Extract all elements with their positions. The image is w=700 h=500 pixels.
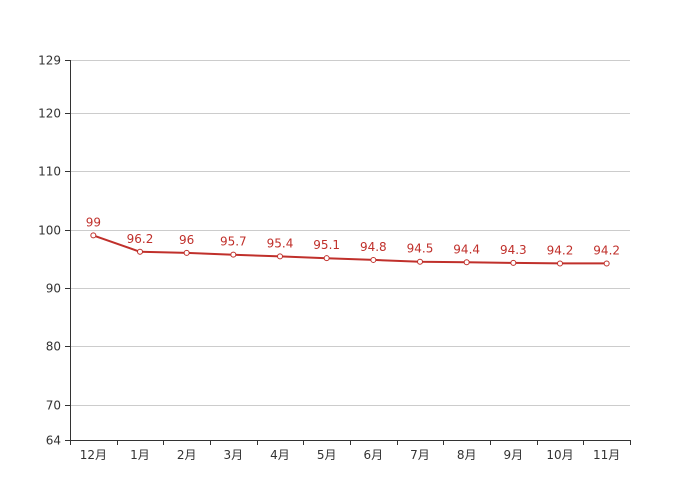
data-point: [463, 259, 470, 266]
data-label: 96.2: [127, 232, 154, 246]
x-tick-label: 12月: [80, 448, 107, 462]
data-point: [90, 232, 97, 239]
y-tick-label: 129: [38, 54, 61, 68]
series-line-group: [90, 232, 610, 267]
data-point: [370, 256, 377, 263]
data-label: 94.8: [360, 240, 387, 254]
y-tick-label: 110: [38, 165, 61, 179]
x-tick-label: 9月: [504, 448, 524, 462]
data-label: 99: [86, 215, 101, 229]
series-line: [92, 234, 607, 265]
data-label: 95.7: [220, 235, 247, 249]
data-label: 95.4: [267, 236, 294, 250]
data-label: 94.2: [547, 243, 574, 257]
x-tick-label: 4月: [270, 448, 290, 462]
y-tick-label: 90: [46, 282, 61, 296]
y-tick-label: 120: [38, 107, 61, 121]
x-tick-label: 8月: [457, 448, 477, 462]
x-tick-label: 3月: [224, 448, 244, 462]
data-label: 94.3: [500, 243, 527, 257]
data-point: [137, 248, 143, 255]
data-labels: 99 96.2 96 95.7 95.4 95.1 94.8 94.5 94.4 94.3 94.2…: [86, 215, 620, 257]
data-label: 96: [179, 233, 194, 247]
x-axis-tick-labels: 12月 1月 2月 3月 4月 5月 6月 7月 8月 9月 10月 11月: [80, 448, 621, 462]
data-point: [277, 253, 283, 260]
grid-lines: [70, 60, 630, 406]
data-label: 94.4: [453, 242, 480, 256]
y-tick-label: 70: [46, 399, 61, 413]
x-tick-label: 5月: [317, 448, 337, 462]
data-point: [323, 255, 330, 262]
x-tick-label: 6月: [364, 448, 384, 462]
y-tick-label: 64: [46, 434, 61, 448]
data-label: 95.1: [313, 238, 340, 252]
x-tick-label: 7月: [410, 448, 430, 462]
x-tick-label: 2月: [177, 448, 197, 462]
y-tick-label: 100: [38, 224, 61, 238]
y-tick-label: 80: [46, 340, 61, 354]
x-tick-label: 10月: [546, 448, 573, 462]
data-point: [417, 258, 423, 265]
data-point: [230, 251, 237, 258]
data-point: [183, 249, 190, 256]
data-label: 94.2: [593, 243, 620, 257]
axes: [65, 60, 631, 445]
x-tick-label: 1月: [130, 448, 150, 462]
data-point: [603, 260, 610, 267]
data-point: [557, 260, 563, 267]
y-axis-tick-labels: 64 70 80 90 100 110 120 129: [38, 54, 61, 448]
data-label: 94.5: [407, 242, 434, 256]
x-tick-label: 11月: [593, 448, 620, 462]
data-point: [510, 259, 517, 266]
